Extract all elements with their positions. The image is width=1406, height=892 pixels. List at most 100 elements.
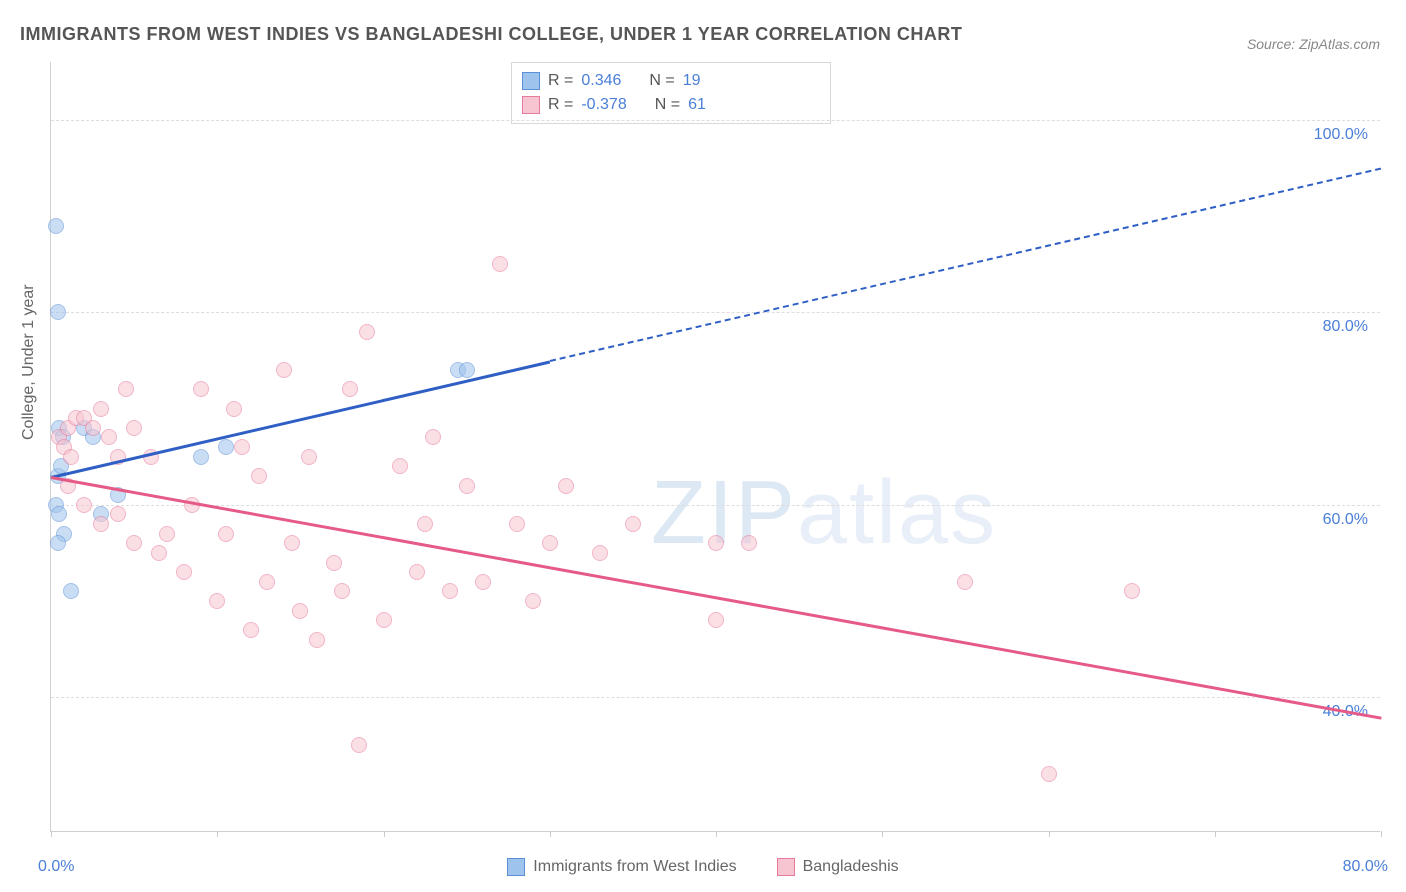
y-tick-label: 60.0% bbox=[1323, 511, 1368, 529]
swatch-bottom-0 bbox=[507, 858, 525, 876]
gridline bbox=[51, 505, 1380, 506]
swatch-series-1 bbox=[522, 96, 540, 114]
data-point bbox=[176, 564, 192, 580]
data-point bbox=[50, 304, 66, 320]
data-point bbox=[226, 401, 242, 417]
data-point bbox=[359, 324, 375, 340]
data-point bbox=[542, 535, 558, 551]
data-point bbox=[218, 439, 234, 455]
chart-title: IMMIGRANTS FROM WEST INDIES VS BANGLADES… bbox=[20, 24, 962, 45]
r-label: R = bbox=[548, 72, 573, 90]
y-axis-label: College, Under 1 year bbox=[20, 284, 38, 440]
data-point bbox=[409, 564, 425, 580]
gridline bbox=[51, 312, 1380, 313]
data-point bbox=[708, 535, 724, 551]
data-point bbox=[351, 737, 367, 753]
data-point bbox=[151, 545, 167, 561]
data-point bbox=[126, 420, 142, 436]
data-point bbox=[243, 622, 259, 638]
data-point bbox=[392, 458, 408, 474]
data-point bbox=[159, 526, 175, 542]
n-label: N = bbox=[649, 72, 674, 90]
data-point bbox=[301, 449, 317, 465]
watermark-atlas: atlas bbox=[797, 463, 997, 563]
series-name-1: Bangladeshis bbox=[803, 858, 899, 876]
legend-row-series-0: R = 0.346 N = 19 bbox=[522, 69, 820, 93]
r-value-0: 0.346 bbox=[581, 72, 621, 90]
data-point bbox=[284, 535, 300, 551]
chart-container: IMMIGRANTS FROM WEST INDIES VS BANGLADES… bbox=[0, 0, 1406, 892]
data-point bbox=[48, 218, 64, 234]
data-point bbox=[509, 516, 525, 532]
data-point bbox=[741, 535, 757, 551]
y-tick-label: 80.0% bbox=[1323, 318, 1368, 336]
x-tick bbox=[1381, 831, 1382, 837]
trend-line bbox=[51, 476, 1381, 719]
watermark-zip: ZIP bbox=[651, 463, 797, 563]
data-point bbox=[525, 593, 541, 609]
gridline bbox=[51, 120, 1380, 121]
data-point bbox=[209, 593, 225, 609]
data-point bbox=[193, 381, 209, 397]
watermark: ZIPatlas bbox=[651, 462, 997, 565]
data-point bbox=[126, 535, 142, 551]
x-tick bbox=[882, 831, 883, 837]
correlation-legend: R = 0.346 N = 19 R = -0.378 N = 61 bbox=[511, 62, 831, 124]
data-point bbox=[492, 256, 508, 272]
data-point bbox=[85, 420, 101, 436]
n-label-1: N = bbox=[655, 96, 680, 114]
data-point bbox=[309, 632, 325, 648]
x-tick bbox=[716, 831, 717, 837]
x-tick bbox=[384, 831, 385, 837]
data-point bbox=[1124, 583, 1140, 599]
data-point bbox=[442, 583, 458, 599]
n-value-1: 61 bbox=[688, 96, 706, 114]
data-point bbox=[459, 478, 475, 494]
swatch-bottom-1 bbox=[777, 858, 795, 876]
data-point bbox=[76, 497, 92, 513]
data-point bbox=[558, 478, 574, 494]
data-point bbox=[193, 449, 209, 465]
x-tick bbox=[51, 831, 52, 837]
data-point bbox=[118, 381, 134, 397]
data-point bbox=[475, 574, 491, 590]
legend-item-0: Immigrants from West Indies bbox=[507, 858, 736, 876]
n-value-0: 19 bbox=[683, 72, 701, 90]
data-point bbox=[342, 381, 358, 397]
data-point bbox=[334, 583, 350, 599]
x-tick bbox=[1049, 831, 1050, 837]
data-point bbox=[93, 401, 109, 417]
data-point bbox=[50, 535, 66, 551]
data-point bbox=[957, 574, 973, 590]
source-attribution: Source: ZipAtlas.com bbox=[1247, 36, 1380, 52]
data-point bbox=[63, 583, 79, 599]
data-point bbox=[51, 506, 67, 522]
data-point bbox=[259, 574, 275, 590]
data-point bbox=[251, 468, 267, 484]
y-tick-label: 100.0% bbox=[1314, 126, 1368, 144]
data-point bbox=[326, 555, 342, 571]
data-point bbox=[276, 362, 292, 378]
data-point bbox=[425, 429, 441, 445]
x-tick bbox=[550, 831, 551, 837]
data-point bbox=[93, 516, 109, 532]
data-point bbox=[1041, 766, 1057, 782]
trend-line-dashed bbox=[550, 168, 1382, 362]
data-point bbox=[101, 429, 117, 445]
x-tick bbox=[1215, 831, 1216, 837]
data-point bbox=[592, 545, 608, 561]
legend-item-1: Bangladeshis bbox=[777, 858, 899, 876]
data-point bbox=[292, 603, 308, 619]
series-legend: Immigrants from West Indies Bangladeshis bbox=[0, 858, 1406, 876]
data-point bbox=[234, 439, 250, 455]
data-point bbox=[459, 362, 475, 378]
swatch-series-0 bbox=[522, 72, 540, 90]
r-label-1: R = bbox=[548, 96, 573, 114]
data-point bbox=[218, 526, 234, 542]
x-tick bbox=[217, 831, 218, 837]
trend-line bbox=[51, 360, 550, 478]
data-point bbox=[376, 612, 392, 628]
plot-area: ZIPatlas R = 0.346 N = 19 R = -0.378 N =… bbox=[50, 62, 1380, 832]
data-point bbox=[625, 516, 641, 532]
data-point bbox=[708, 612, 724, 628]
